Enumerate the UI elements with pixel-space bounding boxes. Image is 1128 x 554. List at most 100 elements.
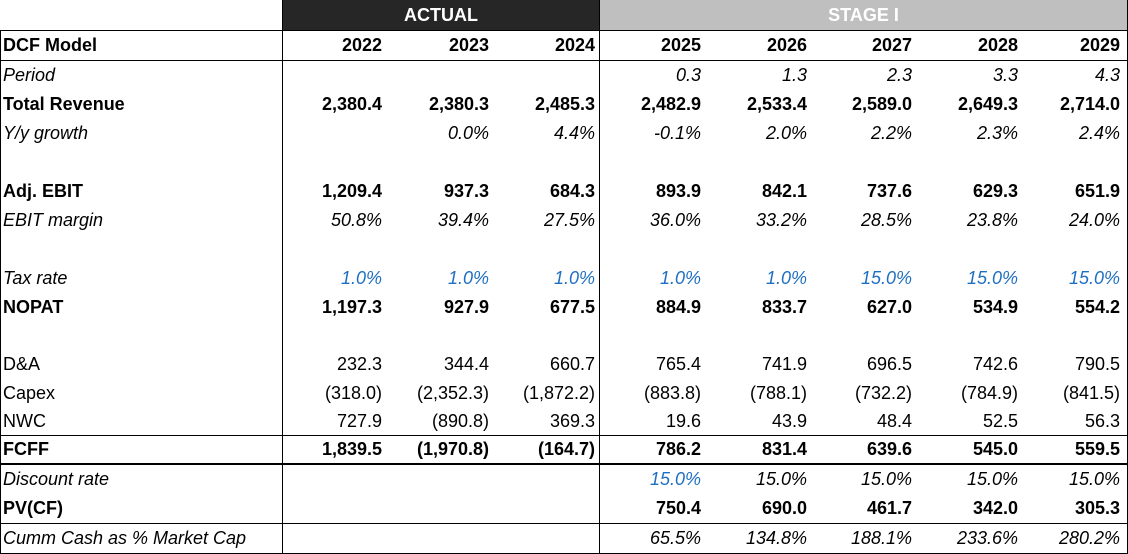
- grid-line: [0, 30, 1128, 31]
- value-cell: 741.9: [761, 354, 807, 374]
- value-cell: 15.0%: [966, 268, 1018, 288]
- value-cell: 344.4: [443, 354, 489, 374]
- value-cell: [1022, 322, 1124, 350]
- table-row: Y/y growth 0.0% 4.4% -0.1% 2.0% 2.2% 2.3% 2.4%: [0, 119, 1128, 148]
- value-cell: 2.3: [886, 65, 912, 85]
- value-cell: 627.0: [866, 297, 912, 317]
- value-cell: 2.2%: [870, 123, 912, 143]
- value-cell: 24.0%: [1068, 210, 1120, 230]
- value-cell: 1.0%: [553, 268, 595, 288]
- value-cell: [600, 235, 705, 264]
- value-cell: 545.0: [972, 439, 1018, 459]
- value-cell: 0.3: [675, 65, 701, 85]
- value-cell: 629.3: [972, 181, 1018, 201]
- value-cell: 696.5: [866, 354, 912, 374]
- value-cell: [1022, 235, 1124, 264]
- table-row: Total Revenue 2,380.4 2,380.3 2,485.3 2,482.…: [0, 90, 1128, 119]
- value-cell: 15.0%: [649, 469, 701, 489]
- value-cell: 1.0%: [765, 268, 807, 288]
- table-row: NWC 727.9 (890.8) 369.3 19.6 43.9 48.4 52.5 56.3: [0, 408, 1128, 435]
- value-cell: 765.4: [655, 354, 701, 374]
- value-cell: [386, 524, 493, 553]
- actual-header: ACTUAL: [283, 0, 599, 30]
- value-cell: 2,380.4: [321, 94, 382, 114]
- value-cell: [386, 322, 493, 350]
- value-cell: [493, 235, 599, 264]
- year-header: 2025: [660, 35, 701, 55]
- value-cell: 4.4%: [553, 123, 595, 143]
- year-header: 2029: [1079, 35, 1120, 55]
- value-cell: -0.1%: [653, 123, 701, 143]
- value-cell: 0.0%: [447, 123, 489, 143]
- value-cell: [811, 148, 916, 177]
- value-cell: [283, 524, 386, 553]
- year-header: 2026: [766, 35, 807, 55]
- value-cell: [705, 148, 811, 177]
- value-cell: 2,380.3: [428, 94, 489, 114]
- value-cell: 660.7: [549, 354, 595, 374]
- value-cell: [705, 235, 811, 264]
- value-cell: 927.9: [443, 297, 489, 317]
- value-cell: 1.3: [781, 65, 807, 85]
- value-cell: 677.5: [549, 297, 595, 317]
- year-header: 2028: [977, 35, 1018, 55]
- grid-line: [599, 0, 600, 554]
- value-cell: 342.0: [972, 498, 1018, 518]
- value-cell: 2.0%: [765, 123, 807, 143]
- table-row: Adj. EBIT 1,209.4 937.3 684.3 893.9 842.1 737.…: [0, 177, 1128, 206]
- row-label: Adj. EBIT: [3, 181, 83, 201]
- row-label: Period: [3, 65, 56, 85]
- value-cell: 2.3%: [976, 123, 1018, 143]
- row-label: EBIT margin: [3, 210, 104, 230]
- value-cell: [283, 235, 386, 264]
- value-cell: [386, 235, 493, 264]
- value-cell: 2,589.0: [851, 94, 912, 114]
- grid-line: [0, 60, 1128, 61]
- stage-header: STAGE I: [600, 0, 1127, 30]
- table-row: Cumm Cash as % Market Cap 65.5% 134.8% 188.…: [0, 524, 1128, 553]
- value-cell: 893.9: [655, 181, 701, 201]
- value-cell: 23.8%: [966, 210, 1018, 230]
- value-cell: [386, 494, 493, 523]
- value-cell: 2.4%: [1078, 123, 1120, 143]
- value-cell: (1,970.8): [416, 439, 489, 459]
- value-cell: 27.5%: [543, 210, 595, 230]
- value-cell: 15.0%: [1068, 268, 1120, 288]
- value-cell: 461.7: [866, 498, 912, 518]
- sheet-title: DCF Model: [3, 35, 97, 55]
- value-cell: 65.5%: [649, 528, 701, 548]
- table-row: NOPAT 1,197.3 927.9 677.5 884.9 833.7 627.0 534…: [0, 293, 1128, 322]
- value-cell: (784.9): [960, 383, 1018, 403]
- value-cell: [283, 148, 386, 177]
- value-cell: 280.2%: [1058, 528, 1120, 548]
- value-cell: [283, 61, 386, 90]
- value-cell: 790.5: [1074, 354, 1120, 374]
- table-row: Tax rate 1.0% 1.0% 1.0% 1.0% 1.0% 15.0% 15.0% 15…: [0, 264, 1128, 293]
- value-cell: [493, 148, 599, 177]
- value-cell: (841.5): [1062, 383, 1120, 403]
- value-cell: 786.2: [655, 439, 701, 459]
- year-header: 2022: [341, 35, 382, 55]
- value-cell: 2,485.3: [534, 94, 595, 114]
- value-cell: 684.3: [549, 181, 595, 201]
- value-cell: 690.0: [761, 498, 807, 518]
- value-cell: 43.9: [771, 411, 807, 431]
- value-cell: 4.3: [1094, 65, 1120, 85]
- table-row: EBIT margin 50.8% 39.4% 27.5% 36.0% 33.2% 28.5…: [0, 206, 1128, 235]
- value-cell: [705, 322, 811, 350]
- value-cell: 134.8%: [745, 528, 807, 548]
- value-cell: [811, 322, 916, 350]
- value-cell: 2,649.3: [957, 94, 1018, 114]
- column-header-row: DCF Model 2022 2023 2024 2025 2026 2027 …: [0, 31, 1128, 60]
- value-cell: 15.0%: [755, 469, 807, 489]
- row-label: Y/y growth: [3, 123, 89, 143]
- row-label: Tax rate: [3, 268, 68, 288]
- value-cell: (788.1): [749, 383, 807, 403]
- value-cell: 52.5: [982, 411, 1018, 431]
- row-label: [3, 322, 281, 350]
- value-cell: [386, 148, 493, 177]
- value-cell: 36.0%: [649, 210, 701, 230]
- value-cell: 742.6: [972, 354, 1018, 374]
- row-label: PV(CF): [3, 498, 63, 518]
- grid-line: [0, 463, 1128, 465]
